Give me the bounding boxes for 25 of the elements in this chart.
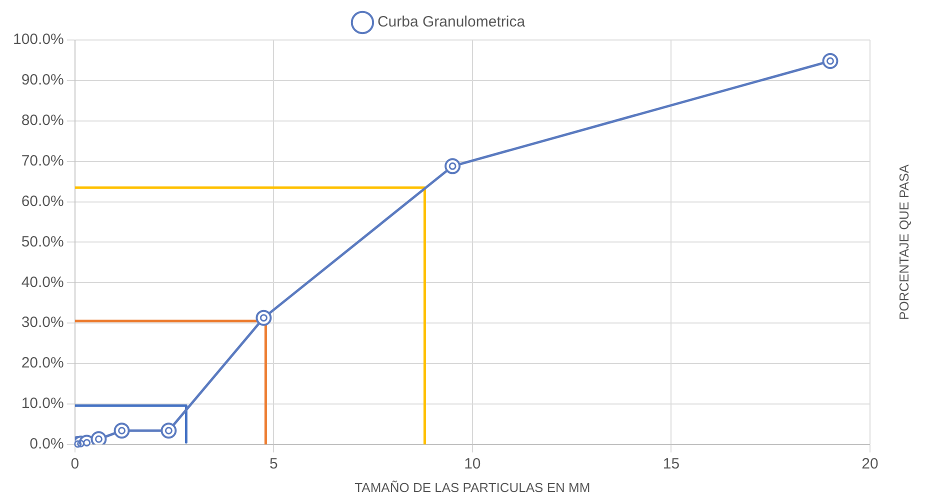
- point: [160, 422, 177, 439]
- x-tick-label: 15: [662, 456, 680, 473]
- y-tick-label: 60.0%: [21, 192, 64, 210]
- x-tick-label: 0: [70, 456, 80, 473]
- point: [256, 310, 272, 326]
- point: [90, 431, 107, 444]
- x-tick-label: 20: [862, 456, 878, 473]
- legend-label: Curba Granulometrica: [377, 14, 526, 31]
- y-tick-label: 40.0%: [21, 274, 64, 291]
- x-tick-label: 5: [269, 456, 278, 473]
- y-tick-label: 10.0%: [21, 395, 64, 412]
- point: [822, 53, 838, 70]
- y-tick-label: 90.0%: [21, 72, 64, 89]
- point: [114, 422, 130, 439]
- y-tick-label: 70.0%: [21, 152, 64, 170]
- y-tick-label: 50.0%: [21, 233, 64, 250]
- y-tick-label: 100.0%: [13, 31, 64, 48]
- point: [444, 158, 461, 174]
- x-axis-title: TAMAÑO DE LAS PARTICULAS EN MM: [354, 480, 590, 495]
- y-axis-title: PORCENTAJE QUE PASA: [896, 164, 912, 320]
- y-tick-label: 0.0%: [30, 436, 64, 453]
- y-tick-label: 80.0%: [21, 112, 64, 130]
- y-tick-label: 30.0%: [21, 314, 64, 332]
- x-tick-label: 10: [464, 456, 481, 473]
- y-tick-label: 20.0%: [21, 354, 64, 372]
